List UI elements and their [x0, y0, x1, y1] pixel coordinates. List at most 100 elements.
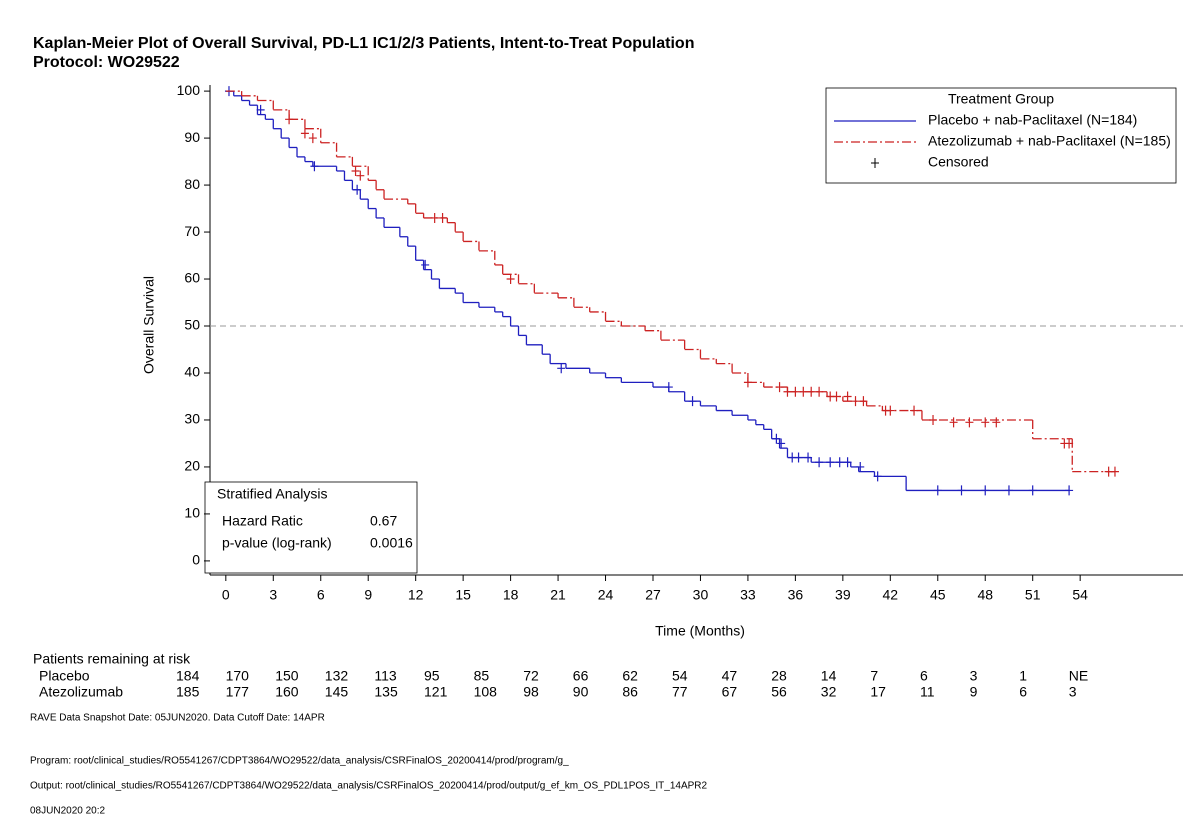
x-tick-label: 42 [883, 587, 899, 603]
censor-mark [285, 114, 294, 125]
censor-mark [851, 396, 860, 407]
censor-mark [804, 452, 813, 463]
risk-count: 56 [771, 684, 787, 700]
risk-title: Patients remaining at risk [33, 651, 191, 667]
footnote: 08JUN2020 20:2 [30, 806, 105, 817]
censor-mark [438, 212, 447, 223]
footnote: Program: root/clinical_studies/RO5541267… [30, 756, 569, 767]
censor-mark [777, 438, 786, 449]
censor-mark [308, 133, 317, 144]
risk-count: 150 [275, 668, 299, 684]
censor-mark [965, 417, 974, 428]
censor-mark [356, 170, 365, 181]
risk-count: 3 [1069, 684, 1077, 700]
x-tick-label: 33 [740, 587, 756, 603]
censor-mark [910, 405, 919, 416]
censor-mark [843, 457, 852, 468]
censor-mark [300, 128, 309, 139]
censor-mark [688, 396, 697, 407]
legend-title: Treatment Group [948, 91, 1054, 107]
y-tick-label: 20 [184, 458, 200, 474]
stats-value: 0.67 [370, 513, 397, 529]
censor-mark [873, 471, 882, 482]
risk-count: 17 [870, 684, 886, 700]
risk-count: 9 [970, 684, 978, 700]
legend-box [825, 87, 1177, 184]
legend-censor-symbol [871, 158, 879, 168]
y-tick-label: 70 [184, 223, 200, 239]
chart-title: Kaplan-Meier Plot of Overall Survival, P… [33, 35, 694, 52]
stats-label: p-value (log-rank) [222, 535, 332, 551]
x-tick-label: 27 [645, 587, 661, 603]
risk-count: 98 [523, 684, 539, 700]
censor-mark [506, 274, 515, 285]
censor-mark [929, 414, 938, 425]
risk-count: 185 [176, 684, 200, 700]
risk-count: 3 [970, 668, 978, 684]
risk-count: 54 [672, 668, 688, 684]
risk-count: NE [1069, 668, 1088, 684]
censor-mark [981, 485, 990, 496]
censor-mark [826, 457, 835, 468]
censor-mark [421, 259, 430, 270]
censor-mark [859, 396, 868, 407]
censor-mark [843, 391, 852, 402]
censor-mark [256, 104, 265, 115]
censor-mark [856, 461, 865, 472]
risk-count: 6 [920, 668, 928, 684]
x-tick-label: 12 [408, 587, 424, 603]
censor-mark [949, 417, 958, 428]
censor-mark [353, 184, 362, 195]
x-tick-label: 48 [977, 587, 993, 603]
risk-count: 7 [870, 668, 878, 684]
x-tick-label: 18 [503, 587, 519, 603]
censor-mark [783, 386, 792, 397]
x-tick-label: 45 [930, 587, 946, 603]
footnote: Output: root/clinical_studies/RO5541267/… [30, 781, 708, 792]
censor-mark [957, 485, 966, 496]
censor-mark [815, 457, 824, 468]
x-tick-label: 39 [835, 587, 851, 603]
censor-mark [791, 386, 800, 397]
y-tick-label: 80 [184, 176, 200, 192]
y-axis-label: Overall Survival [141, 276, 157, 374]
risk-count: 62 [622, 668, 638, 684]
x-tick-label: 54 [1072, 587, 1088, 603]
risk-count: 66 [573, 668, 589, 684]
risk-count: 90 [573, 684, 589, 700]
x-tick-label: 24 [598, 587, 614, 603]
censor-mark [807, 386, 816, 397]
y-tick-label: 40 [184, 364, 200, 380]
censor-mark [835, 457, 844, 468]
risk-count: 145 [325, 684, 349, 700]
censor-mark [1065, 485, 1074, 496]
censor-mark [794, 452, 803, 463]
risk-count: 113 [374, 668, 397, 684]
risk-count: 47 [722, 668, 738, 684]
censor-mark [1004, 485, 1013, 496]
x-tick-label: 15 [455, 587, 471, 603]
censor-mark [933, 485, 942, 496]
risk-group: Atezolizumab [39, 684, 123, 700]
risk-count: 160 [275, 684, 299, 700]
x-tick-label: 36 [788, 587, 804, 603]
censor-mark [772, 433, 781, 444]
censor-mark [775, 382, 784, 393]
risk-count: 77 [672, 684, 688, 700]
risk-count: 121 [424, 684, 448, 700]
stats-value: 0.0016 [370, 535, 413, 551]
censor-mark [557, 363, 566, 374]
risk-count: 85 [474, 668, 490, 684]
risk-count: 6 [1019, 684, 1027, 700]
footnote: RAVE Data Snapshot Date: 05JUN2020. Data… [30, 713, 325, 724]
censor-mark [981, 417, 990, 428]
risk-count: 108 [474, 684, 498, 700]
risk-count: 32 [821, 684, 837, 700]
censor-mark [1110, 466, 1119, 477]
chart-subtitle: Protocol: WO29522 [33, 54, 180, 71]
x-axis-label: Time (Months) [655, 623, 745, 639]
censor-mark [815, 386, 824, 397]
y-tick-label: 50 [184, 317, 200, 333]
x-tick-label: 3 [269, 587, 277, 603]
